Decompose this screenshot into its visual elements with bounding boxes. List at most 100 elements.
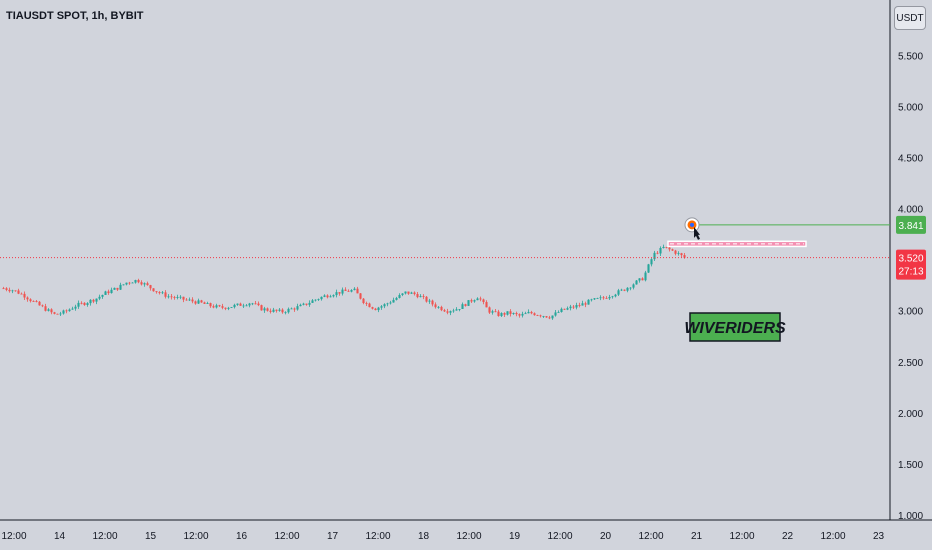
candle-body (215, 305, 218, 308)
candle-body (101, 294, 104, 297)
candle-body (422, 296, 425, 297)
candle-body (365, 303, 368, 304)
candle-body (608, 296, 611, 299)
x-tick-label: 18 (418, 531, 430, 542)
candle-body (683, 255, 686, 258)
candle-body (236, 303, 239, 305)
candle-body (305, 303, 308, 305)
chart-title: TIAUSDT SPOT, 1h, BYBIT (6, 10, 144, 22)
candle-body (527, 311, 530, 314)
candle-body (467, 300, 470, 306)
candle-body (2, 288, 5, 290)
candle-body (35, 301, 38, 302)
candle-body (116, 287, 119, 290)
candle-body (341, 289, 344, 294)
candle-body (569, 306, 572, 309)
candle-body (593, 298, 596, 300)
candle-body (290, 308, 293, 310)
candle-body (389, 302, 392, 304)
candle-body (41, 305, 44, 307)
candle-body (545, 316, 548, 318)
candle-body (326, 295, 329, 298)
candle-body (350, 290, 353, 292)
candle-body (503, 313, 506, 315)
candle-body (140, 282, 143, 285)
candle-body (32, 301, 35, 302)
candle-body (173, 297, 176, 298)
candle-body (671, 249, 674, 251)
x-tick-label: 16 (236, 531, 248, 542)
y-tick-label: 1.500 (898, 460, 923, 471)
candle-body (641, 278, 644, 281)
candle-body (281, 309, 284, 313)
candle-body (419, 296, 422, 298)
candle-body (587, 299, 590, 305)
candle-body (239, 303, 242, 306)
candle-body (665, 246, 668, 248)
candle-body (347, 290, 350, 292)
candle-body (470, 300, 473, 302)
candle-body (161, 292, 164, 294)
candle-body (530, 311, 533, 314)
candle-body (302, 303, 305, 305)
x-tick-label: 12:00 (547, 531, 572, 542)
currency-button[interactable]: USDT (894, 6, 926, 30)
x-tick-label: 12:00 (365, 531, 390, 542)
candle-body (359, 293, 362, 299)
candle-body (395, 297, 398, 300)
candle-body (461, 304, 464, 309)
target-icon-center (690, 222, 694, 227)
candle-body (497, 311, 500, 317)
candle-body (602, 297, 605, 299)
y-tick-label: 5.000 (898, 103, 923, 114)
candle-body (650, 259, 653, 265)
candle-body (5, 288, 8, 290)
candle-body (458, 308, 461, 310)
candle-body (491, 311, 494, 313)
candle-body (197, 300, 200, 304)
candle-body (656, 252, 659, 254)
candle-body (122, 284, 125, 286)
candle-body (227, 307, 230, 309)
candle-body (566, 308, 569, 310)
x-tick-label: 20 (600, 531, 612, 542)
candle-body (125, 282, 128, 285)
candle-body (278, 309, 281, 311)
candle-body (647, 264, 650, 273)
candle-body (299, 304, 302, 307)
candle-body (143, 283, 146, 285)
candle-body (320, 296, 323, 300)
candle-body (74, 306, 77, 309)
candle-body (146, 283, 149, 286)
candle-body (323, 295, 326, 297)
candle-body (209, 303, 212, 307)
candle-body (629, 287, 632, 289)
candle-body (635, 280, 638, 285)
target-price-badge (896, 215, 926, 234)
candle-body (284, 312, 287, 314)
candle-body (317, 299, 320, 300)
y-tick-label: 4.500 (898, 154, 923, 165)
candle-body (344, 289, 347, 291)
x-tick-label: 12:00 (274, 531, 299, 542)
x-tick-label: 23 (873, 531, 885, 542)
candle-body (56, 313, 59, 315)
candle-body (644, 272, 647, 281)
candle-body (11, 290, 14, 292)
candle-body (632, 284, 635, 288)
candle-body (524, 313, 527, 315)
x-tick-label: 17 (327, 531, 339, 542)
annotation-box[interactable] (689, 312, 781, 342)
candle-body (455, 309, 458, 311)
candle-body (659, 248, 662, 254)
candle-body (329, 296, 332, 298)
candle-body (218, 305, 221, 307)
y-tick-label: 4.000 (898, 205, 923, 216)
candle-body (269, 310, 272, 312)
candle-body (668, 247, 671, 250)
candle-body (62, 310, 65, 314)
candle-body (188, 299, 191, 301)
candle-body (371, 307, 374, 309)
candle-body (65, 310, 68, 312)
